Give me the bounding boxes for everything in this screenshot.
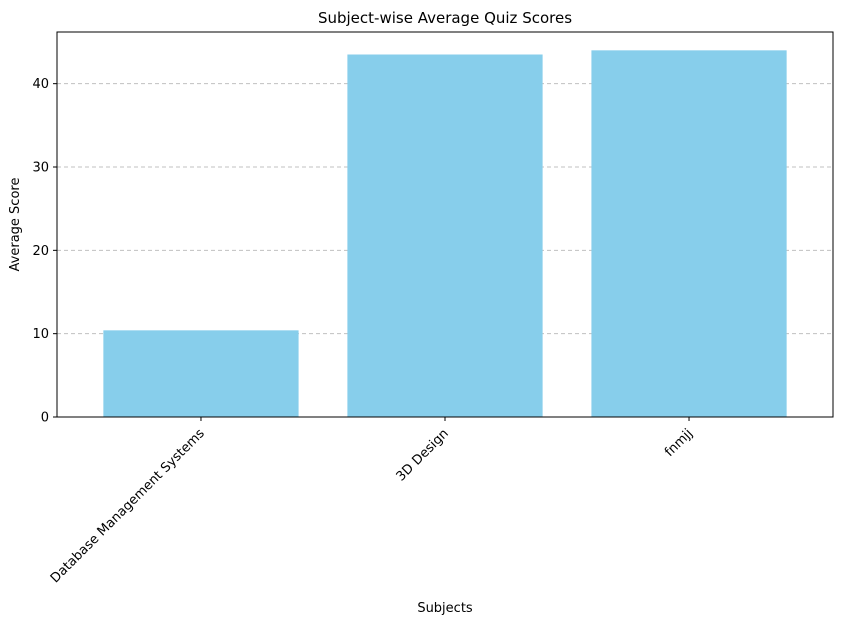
- y-tick-label-1: 10: [32, 327, 49, 342]
- bar-1: [347, 54, 543, 417]
- x-tick-label-0: Database Management Systems: [48, 426, 208, 586]
- x-axis-label: Subjects: [417, 601, 473, 616]
- x-tick-label-1: 3D Design: [394, 426, 452, 484]
- bar-0: [103, 330, 299, 417]
- y-tick-label-2: 20: [32, 244, 49, 259]
- y-tick-label-0: 0: [41, 411, 49, 426]
- y-tick-label-3: 30: [32, 161, 49, 176]
- y-axis-label: Average Score: [8, 178, 23, 272]
- x-tick-label-2: fnmjj: [662, 426, 696, 460]
- bar-2: [591, 50, 787, 417]
- y-tick-label-4: 40: [32, 77, 49, 92]
- bars-layer: [103, 50, 787, 417]
- x-ticks: Database Management Systems 3D Design fnmj…: [48, 417, 696, 586]
- chart-title: Subject-wise Average Quiz Scores: [318, 9, 572, 27]
- y-ticks: 0 10 20 30 40: [32, 77, 57, 426]
